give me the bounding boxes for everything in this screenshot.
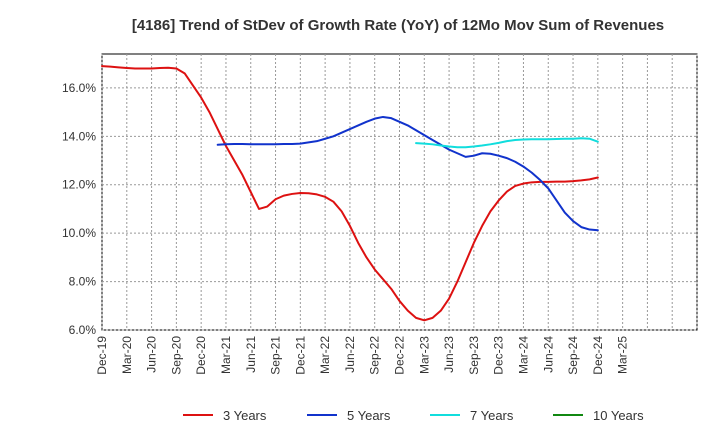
x-tick-label: Jun-21 [244,336,258,373]
x-tick-label: Jun-22 [343,336,357,373]
x-tick-label: Mar-23 [417,336,431,374]
legend-label-5-years: 5 Years [347,408,391,423]
x-tick-label: Sep-24 [566,336,580,375]
legend-label-10-years: 10 Years [593,408,644,423]
x-tick-label: Dec-21 [293,336,307,375]
y-tick-label: 12.0% [62,178,96,192]
x-tick-label: Mar-25 [616,336,630,374]
y-tick-label: 8.0% [69,275,97,289]
x-tick-label: Jun-24 [541,336,555,373]
y-tick-label: 6.0% [69,323,97,337]
series-line-3-years [101,65,599,322]
legend-label-7-years: 7 Years [470,408,514,423]
x-tick-label: Dec-22 [393,336,407,375]
chart-title: [4186] Trend of StDev of Growth Rate (Yo… [132,17,664,34]
x-tick-label: Jun-20 [145,336,159,373]
x-tick-label: Sep-23 [467,336,481,375]
x-tick-label: Sep-22 [368,336,382,375]
legend-label-3-years: 3 Years [223,408,267,423]
series-line-7-years [415,137,599,149]
axis-layer: 6.0% 8.0% 10.0% 12.0% 14.0% 16.0% Dec-19 Mar-20… [62,81,630,375]
y-tick-label: 14.0% [62,129,96,143]
x-tick-label: Jun-23 [442,336,456,373]
series-layer [101,65,599,322]
x-tick-label: Dec-19 [95,336,109,375]
y-tick-label: 10.0% [62,226,96,240]
x-tick-label: Sep-20 [169,336,183,375]
x-tick-label: Mar-22 [318,336,332,374]
grid-layer [101,54,698,331]
y-tick-label: 16.0% [62,81,96,95]
legend: 3 Years 5 Years 7 Years 10 Years [183,408,644,423]
x-tick-label: Dec-20 [194,336,208,375]
x-tick-label: Dec-23 [492,336,506,375]
x-tick-label: Sep-21 [269,336,283,375]
x-tick-label: Mar-20 [120,336,134,374]
x-tick-label: Dec-24 [591,336,605,375]
x-tick-label: Mar-24 [516,336,530,374]
series-line-5-years [216,115,599,232]
x-tick-label: Mar-21 [219,336,233,374]
